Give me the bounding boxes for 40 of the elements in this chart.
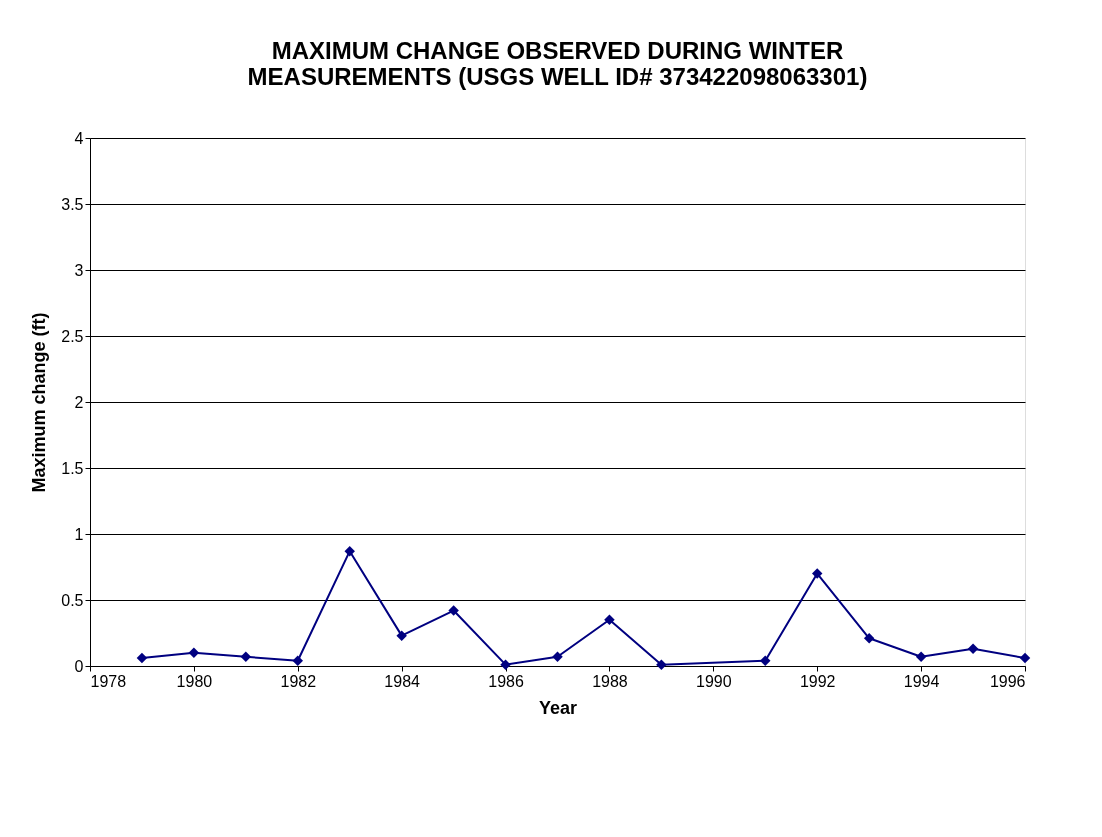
- point: [863, 633, 875, 644]
- y-axis-title: Maximum change (ft): [29, 312, 50, 493]
- point: [448, 605, 459, 616]
- x-tick-label: 1988: [592, 672, 628, 690]
- point: [811, 568, 823, 579]
- y-tick-label: 1.5: [61, 459, 84, 477]
- x-tick-label: 1986: [488, 672, 524, 690]
- y-tick-label: 2: [74, 393, 84, 411]
- x-tick-label: 1996: [989, 672, 1026, 690]
- y-tick-label: 0.5: [61, 591, 84, 609]
- point: [396, 630, 407, 641]
- point: [760, 655, 771, 666]
- text: MEASUREMENTS (USGS WELL ID# 373422098063301): [247, 63, 868, 90]
- text: MAXIMUM CHANGE OBSERVED DURING WINTER: [271, 37, 844, 64]
- point: [656, 659, 667, 670]
- y-tick-label: 0: [74, 657, 84, 675]
- point: [604, 614, 615, 626]
- x-tick-label: 1978: [90, 672, 127, 690]
- y-tick-label: 3.5: [61, 195, 84, 213]
- point: [344, 545, 355, 557]
- y-tick-label: 4: [74, 129, 84, 147]
- point: [915, 651, 927, 662]
- point: [188, 647, 200, 659]
- point: [136, 652, 148, 664]
- y-tick-label: 3: [74, 261, 84, 279]
- point: [967, 643, 979, 655]
- y-tick-label: 1: [74, 525, 84, 543]
- x-axis-title: Year: [538, 697, 578, 718]
- x-tick-label: 1982: [280, 672, 317, 690]
- x-tick-label: 1992: [799, 672, 836, 690]
- point: [552, 651, 563, 662]
- point: [500, 659, 511, 670]
- point: [1019, 652, 1031, 664]
- y-tick-label: 2.5: [61, 327, 84, 345]
- x-tick-label: 1994: [903, 672, 940, 690]
- x-tick-label: 1984: [384, 672, 421, 690]
- x-tick-label: 1990: [696, 672, 732, 690]
- x-tick-label: 1980: [176, 672, 213, 690]
- point: [292, 655, 304, 666]
- point: [240, 651, 252, 662]
